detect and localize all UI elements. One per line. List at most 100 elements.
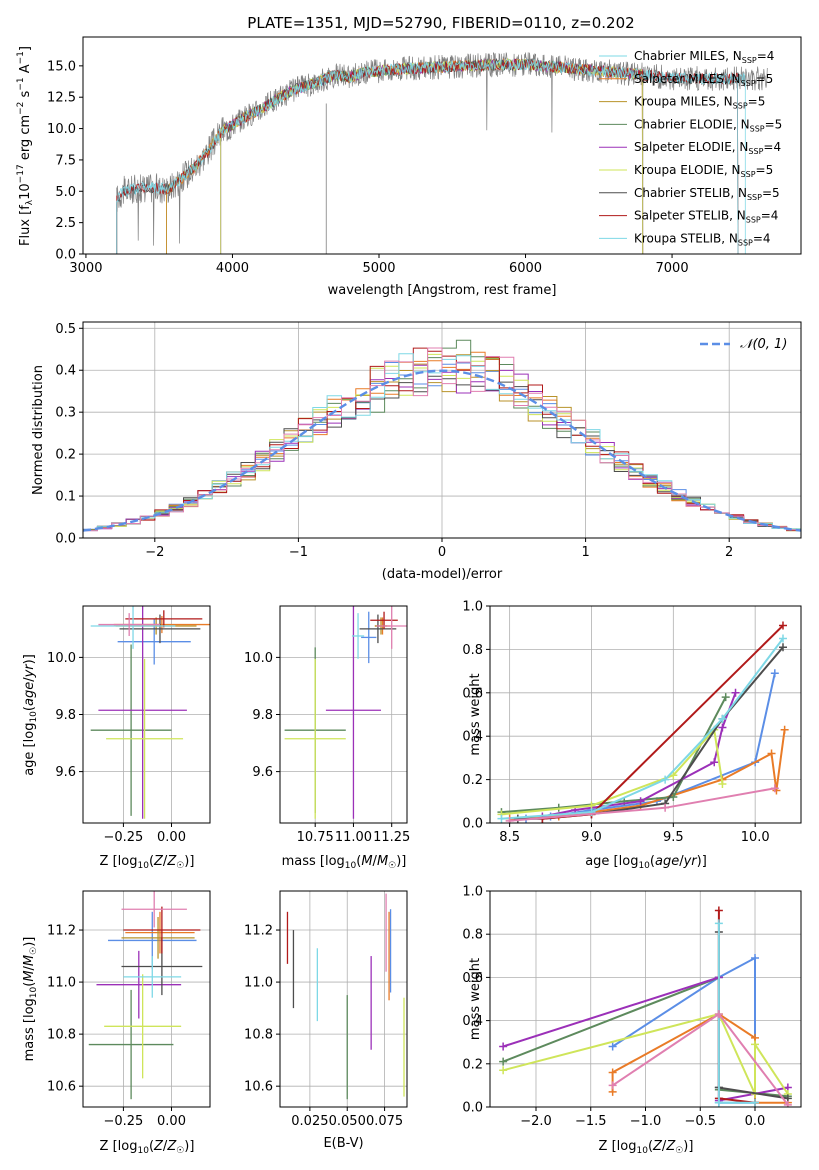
y-axis-label: mass weight bbox=[468, 958, 483, 1040]
plot-area bbox=[499, 906, 792, 1107]
data-point-marker bbox=[608, 1081, 617, 1090]
data-point-marker bbox=[778, 643, 787, 652]
plot-area bbox=[286, 893, 405, 1100]
y-tick-label: 0.0 bbox=[55, 248, 76, 263]
data-point-marker bbox=[714, 906, 723, 915]
y-tick-label: 7.5 bbox=[55, 153, 76, 168]
mass-weight-series bbox=[612, 956, 756, 1104]
mass-weight-series bbox=[717, 932, 789, 1100]
x-tick-label: 1 bbox=[581, 545, 589, 560]
model-fit-line bbox=[220, 58, 644, 254]
x-tick-label: 10.75 bbox=[297, 830, 334, 845]
mass-vs-metallicity-panel: −0.25 0.00 10.6 10.8 11.0 11.2 bbox=[47, 890, 211, 1129]
x-tick-label: 11.00 bbox=[335, 830, 372, 845]
y-tick-label: 10.0 bbox=[244, 651, 273, 666]
model-fit-line bbox=[166, 57, 644, 254]
x-axis-label: (data-model)/error bbox=[382, 567, 503, 582]
mass-vs-z-xlabel: Z [log10(Z/Z☉)] bbox=[100, 1139, 195, 1156]
y-tick-label: 9.6 bbox=[55, 765, 76, 780]
x-tick-label: 0 bbox=[438, 545, 446, 560]
x-tick-label: −0.5 bbox=[684, 1114, 716, 1129]
mass-vs-ebv-panel: 0.025 0.050 0.075 10.6 10.8 11.0 11.2 E(B-V) bbox=[244, 890, 408, 1151]
axes-frame bbox=[489, 605, 802, 824]
residual-histogram-panel: −2 −1 0 1 2 0.0 0.1 0.2 0.3 0.4 0.5 (data-model)/er… bbox=[31, 321, 802, 582]
data-point-marker bbox=[770, 669, 779, 678]
data-point-marker bbox=[499, 1066, 508, 1075]
x-tick-label: 9.0 bbox=[581, 830, 602, 845]
y-tick-label: 11.2 bbox=[47, 924, 76, 939]
x-tick-label: 2 bbox=[725, 545, 733, 560]
data-point-marker bbox=[718, 714, 727, 723]
x-tick-label: 4000 bbox=[216, 261, 249, 276]
mass-vs-z-ylabel: mass [log10(M/M☉)] bbox=[22, 937, 39, 1062]
model-fit-line bbox=[116, 58, 739, 254]
data-point-marker bbox=[608, 1068, 617, 1077]
data-point-marker bbox=[669, 771, 678, 780]
age-vs-metallicity-panel: −0.25 0.00 9.6 9.8 10.0 bbox=[47, 605, 211, 845]
data-point-marker bbox=[718, 723, 727, 732]
y-tick-label: 0.0 bbox=[462, 1101, 483, 1116]
x-tick-label: 7000 bbox=[656, 261, 689, 276]
data-point-marker bbox=[710, 758, 719, 767]
y-tick-label: 15.0 bbox=[47, 59, 76, 74]
x-tick-label: 0.00 bbox=[157, 1114, 186, 1129]
data-point-marker bbox=[661, 775, 670, 784]
plot-area bbox=[284, 606, 407, 819]
model-fit-line bbox=[220, 57, 644, 254]
y-tick-label: 11.2 bbox=[244, 924, 273, 939]
y-tick-label: 12.5 bbox=[47, 91, 76, 106]
y-tick-label: 10.0 bbox=[47, 122, 76, 137]
plot-area bbox=[90, 606, 210, 819]
spectrum-panel: 3000 4000 5000 6000 7000 0.0 2.5 5.0 7.5 10.0 12.5… bbox=[47, 36, 802, 298]
x-tick-label: −2.0 bbox=[520, 1114, 552, 1129]
mass-weight-series bbox=[501, 637, 784, 820]
plot-area bbox=[116, 51, 768, 254]
legend-entry: 𝒩(0, 1) bbox=[740, 337, 787, 352]
y-axis-label: mass weight bbox=[468, 673, 483, 755]
y-tick-label: 9.6 bbox=[252, 765, 273, 780]
x-tick-label: −1 bbox=[289, 545, 308, 560]
data-point-marker bbox=[751, 1098, 760, 1107]
y-tick-label: 0.5 bbox=[55, 322, 76, 337]
y-tick-label: 0.1 bbox=[55, 490, 76, 505]
x-tick-label: 0.075 bbox=[366, 1114, 403, 1129]
x-tick-label: 10.0 bbox=[741, 830, 770, 845]
y-tick-label: 9.8 bbox=[55, 708, 76, 723]
x-tick-label: −2 bbox=[145, 545, 164, 560]
y-tick-label: 11.0 bbox=[47, 976, 76, 991]
x-axis-label: E(B-V) bbox=[323, 1136, 363, 1151]
y-axis-label: Normed distribution bbox=[31, 365, 46, 495]
data-point-marker bbox=[721, 693, 730, 702]
x-axis-label: wavelength [Angstrom, rest frame] bbox=[328, 283, 557, 298]
x-tick-label: −0.25 bbox=[103, 830, 143, 845]
y-tick-label: 1.0 bbox=[462, 600, 483, 615]
legend-entry: Salpeter MILES, NSSP=5 bbox=[634, 72, 773, 88]
x-tick-label: 0.0 bbox=[745, 1114, 766, 1129]
y-tick-label: 10.6 bbox=[47, 1080, 76, 1095]
x-tick-label: 0.050 bbox=[329, 1114, 366, 1129]
legend-entry: Kroupa MILES, NSSP=5 bbox=[634, 95, 765, 111]
legend-entry: Kroupa STELIB, NSSP=4 bbox=[634, 231, 771, 247]
data-point-marker bbox=[778, 634, 787, 643]
spectrum-ylabel: Flux [fλ10−17 erg cm−2 s−1 A−1] bbox=[16, 46, 35, 246]
x-tick-label: 0.00 bbox=[157, 830, 186, 845]
data-point-marker bbox=[497, 814, 506, 823]
x-tick-label: 9.5 bbox=[663, 830, 684, 845]
data-point-marker bbox=[731, 688, 740, 697]
model-fit-line bbox=[116, 57, 739, 254]
legend-entry: Chabrier MILES, NSSP=4 bbox=[634, 49, 774, 65]
x-tick-label: 5000 bbox=[362, 261, 395, 276]
age-vs-mass-panel: 10.75 11.00 11.25 9.6 9.8 10.0 bbox=[244, 605, 410, 845]
legend-entry: Salpeter STELIB, NSSP=4 bbox=[634, 209, 778, 225]
model-fit-line bbox=[220, 58, 644, 254]
data-point-marker bbox=[751, 953, 760, 962]
y-tick-label: 10.8 bbox=[47, 1028, 76, 1043]
legend-entry: Chabrier STELIB, NSSP=5 bbox=[634, 186, 780, 202]
x-tick-label: 3000 bbox=[69, 261, 102, 276]
y-tick-label: 0.4 bbox=[462, 730, 483, 745]
y-tick-label: 9.8 bbox=[252, 708, 273, 723]
legend-entry: Kroupa ELODIE, NSSP=5 bbox=[634, 163, 773, 179]
data-point-marker bbox=[714, 919, 723, 928]
y-tick-label: 0.4 bbox=[462, 1014, 483, 1029]
